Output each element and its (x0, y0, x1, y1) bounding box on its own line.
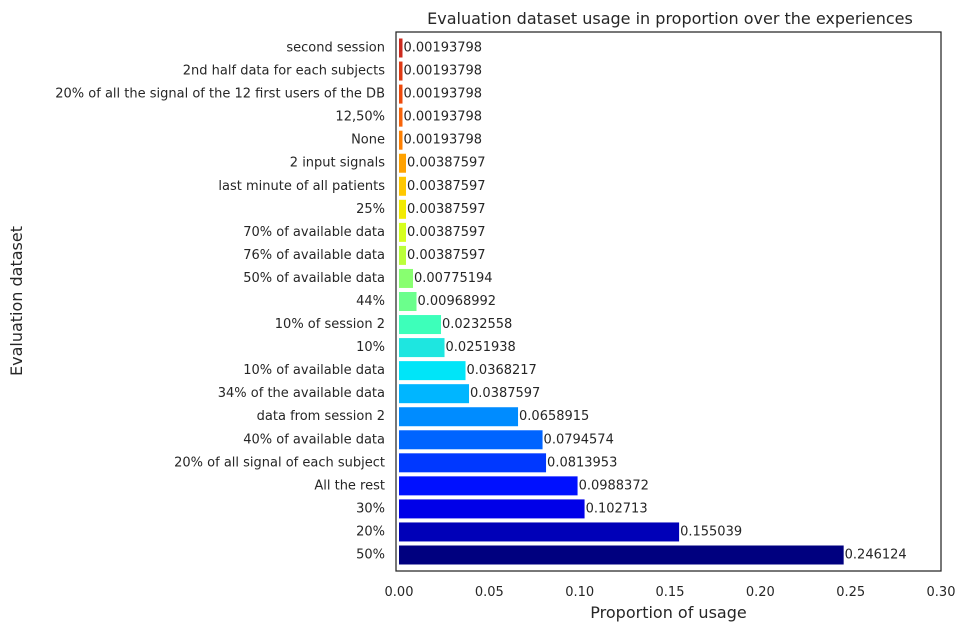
chart-title: Evaluation dataset usage in proportion o… (427, 9, 913, 28)
bar (399, 499, 585, 519)
x-tick-label: 0.25 (836, 585, 865, 600)
data-label: 0.00193798 (404, 41, 483, 56)
data-label: 0.0658915 (519, 409, 589, 424)
data-label: 0.0794574 (544, 432, 614, 447)
category-label: 25% (356, 202, 385, 217)
x-tick-label: 0.05 (475, 585, 504, 600)
bar (399, 222, 407, 242)
bar (399, 545, 844, 565)
category-label: 20% (356, 524, 385, 539)
data-label: 0.00193798 (404, 110, 483, 125)
data-label: 0.0813953 (547, 455, 617, 470)
bar (399, 61, 403, 81)
data-label: 0.0387597 (470, 386, 540, 401)
bar (399, 430, 543, 450)
data-label: 0.0251938 (446, 340, 516, 355)
bar (399, 384, 470, 404)
data-label: 0.00193798 (404, 64, 483, 79)
category-label: 70% of available data (243, 225, 385, 240)
bar (399, 522, 680, 542)
data-labels: 0.00193798 0.00193798 0.00193798 0.00193798… (404, 41, 907, 563)
x-tick-label: 0.20 (746, 585, 775, 600)
data-label: 0.155039 (680, 524, 742, 539)
data-label: 0.00387597 (407, 202, 486, 217)
category-label: 2nd half data for each subjects (183, 64, 385, 79)
data-label: 0.0232558 (442, 317, 512, 332)
bar (399, 199, 407, 219)
category-label: 2 input signals (290, 156, 385, 171)
data-label: 0.0988372 (579, 478, 649, 493)
category-label: last minute of all patients (218, 179, 385, 194)
bar (399, 268, 414, 288)
category-label: None (351, 133, 385, 148)
x-tick-label: 0.15 (656, 585, 685, 600)
bar (399, 476, 578, 496)
x-tick-label: 0.30 (927, 585, 956, 600)
bar (399, 107, 403, 127)
category-label: 50% (356, 548, 385, 563)
data-label: 0.00387597 (407, 179, 486, 194)
category-label: 76% of available data (243, 248, 385, 263)
bar (399, 84, 403, 104)
category-label: second session (286, 41, 385, 56)
bar (399, 453, 547, 473)
bar (399, 153, 407, 173)
x-tick-label: 0.10 (565, 585, 594, 600)
bar (399, 338, 445, 358)
x-axis-ticks: 0.00 0.05 0.10 0.15 0.20 0.25 0.30 (385, 585, 956, 600)
category-label: 34% of the available data (218, 386, 385, 401)
bar (399, 315, 442, 335)
bar (399, 38, 403, 58)
bar (399, 407, 519, 427)
data-label: 0.00193798 (404, 133, 483, 148)
category-label: 12,50% (335, 110, 385, 125)
category-label: 10% (356, 340, 385, 355)
category-label: 50% of available data (243, 271, 385, 286)
data-label: 0.102713 (586, 501, 648, 516)
data-label: 0.246124 (845, 548, 907, 563)
x-tick-label: 0.00 (385, 585, 414, 600)
bar (399, 292, 417, 311)
category-label: data from session 2 (257, 409, 385, 424)
plot-frame (395, 31, 942, 572)
category-label: 30% (356, 501, 385, 516)
category-label: 20% of all signal of each subject (174, 455, 385, 470)
data-label: 0.00968992 (418, 294, 497, 309)
bar (399, 176, 407, 196)
bars-group (399, 38, 844, 565)
bar (399, 361, 466, 381)
category-labels: second session 2nd half data for each sub… (55, 41, 385, 563)
y-axis-label: Evaluation dataset (7, 226, 26, 376)
data-label: 0.00775194 (414, 271, 493, 286)
data-label: 0.00193798 (404, 87, 483, 102)
category-label: 40% of available data (243, 432, 385, 447)
bar (399, 245, 407, 265)
category-label: All the rest (314, 478, 385, 493)
category-label: 20% of all the signal of the 12 first us… (55, 87, 385, 102)
x-axis-label: Proportion of usage (590, 603, 746, 622)
data-label: 0.0368217 (467, 363, 537, 378)
data-label: 0.00387597 (407, 156, 486, 171)
category-label: 10% of available data (243, 363, 385, 378)
bar (399, 130, 403, 150)
category-label: 44% (356, 294, 385, 309)
data-label: 0.00387597 (407, 225, 486, 240)
category-label: 10% of session 2 (275, 317, 385, 332)
data-label: 0.00387597 (407, 248, 486, 263)
